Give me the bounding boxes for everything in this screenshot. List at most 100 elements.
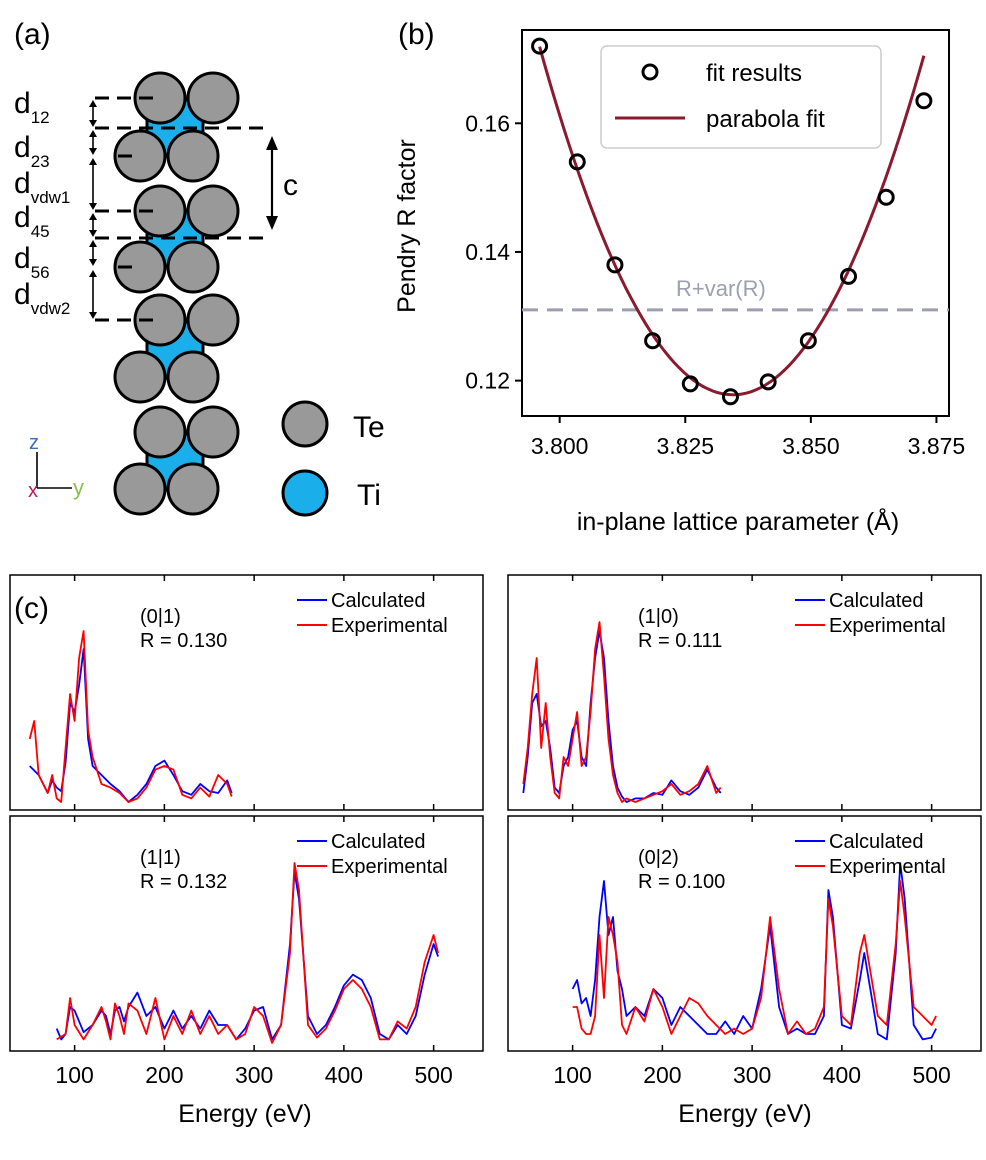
arrow-head	[89, 148, 97, 155]
spectrum-subplot-1: (0|1)R = 0.130 Calculated Experimental	[9, 574, 484, 811]
atom-stack	[95, 71, 270, 516]
te-legend-swatch	[281, 400, 329, 448]
pendry-r-chart: (b) 3.800 3.825 3.850 3.875 0.12 0.14 0.16 R+v…	[393, 18, 965, 536]
experimental-curve	[56, 862, 439, 1044]
arrow-head	[89, 213, 97, 220]
energy-tick-label: 200	[643, 1062, 681, 1088]
r-factor-label: R = 0.132	[140, 871, 227, 893]
r-factor-label: R = 0.130	[140, 630, 227, 652]
fit-result-point	[644, 332, 662, 350]
te-atom	[186, 184, 240, 238]
legend-label-calculated: Calculated	[331, 831, 426, 853]
legend-label-experimental: Experimental	[829, 856, 946, 878]
experimental-curve	[522, 621, 722, 803]
te-atom	[186, 293, 240, 347]
ti-legend-swatch	[281, 469, 329, 517]
fit-result-point	[877, 188, 895, 206]
te-atom	[166, 129, 220, 183]
te-atom	[133, 405, 187, 459]
te-atom	[113, 240, 167, 294]
fit-result-point	[759, 373, 777, 391]
beam-label: (0|1)	[140, 606, 181, 628]
legend-box-b	[600, 45, 882, 149]
x-axis-label-b: in-plane lattice parameter (Å)	[577, 506, 899, 536]
subplot-frame	[9, 815, 484, 1052]
te-atom	[166, 350, 220, 404]
te-atom	[113, 462, 167, 516]
energy-tick-label: 300	[235, 1062, 273, 1088]
subplot-frame	[9, 574, 484, 811]
y-tick-label: 0.16	[465, 110, 510, 136]
arrow-head	[89, 240, 97, 247]
y-tick-label: 0.12	[465, 368, 510, 394]
reference-line-label: R+var(R)	[676, 276, 766, 301]
energy-tick-label: 500	[414, 1062, 452, 1088]
fit-result-point	[606, 256, 624, 274]
beam-label: (1|1)	[140, 847, 181, 869]
energy-tick-label: 100	[55, 1062, 93, 1088]
beam-label: (0|2)	[638, 847, 679, 869]
fit-result-point	[915, 92, 933, 110]
fit-result-point	[840, 267, 858, 285]
calculated-curve	[29, 648, 233, 803]
x-tick-label: 3.875	[908, 433, 966, 459]
arrow-head	[89, 100, 97, 107]
c-dimension: c	[266, 136, 298, 230]
fit-result-point	[681, 375, 699, 393]
beam-label: (1|0)	[638, 606, 679, 628]
energy-tick-label: 200	[145, 1062, 183, 1088]
spectrum-subplot-4: (0|2)R = 0.100 Calculated Experimental	[507, 815, 982, 1052]
legend-label-calculated: Calculated	[829, 831, 924, 853]
spectrum-subplot-3: (1|1)R = 0.132 Calculated Experimental	[9, 815, 484, 1052]
arrow-head	[89, 203, 97, 210]
legend-label-calculated: Calculated	[331, 590, 426, 612]
te-atom	[113, 129, 167, 183]
legend-label-experimental: Experimental	[331, 615, 448, 637]
panel-label-b: (b)	[398, 18, 435, 51]
distance-label-vdw2: dvdw2	[14, 278, 70, 318]
arrow-head	[89, 130, 97, 137]
axis-y-label: y	[73, 475, 84, 500]
energy-tick-label: 400	[325, 1062, 363, 1088]
x-tick-label: 3.800	[531, 433, 589, 459]
legend-label-experimental: Experimental	[331, 856, 448, 878]
plot-frame-b	[521, 29, 950, 417]
axis-x-label: x	[28, 480, 38, 502]
x-tick-label: 3.850	[782, 433, 840, 459]
distance-label-vdw1: dvdw1	[14, 167, 70, 207]
y-tick-label: 0.14	[465, 239, 510, 265]
r-factor-label: R = 0.100	[638, 871, 725, 893]
fit-result-point	[721, 388, 739, 406]
fit-result-point	[531, 37, 549, 55]
te-atom	[113, 350, 167, 404]
element-legend: Te Ti	[281, 400, 385, 517]
distance-label-23: d23	[14, 131, 50, 171]
legend-label-experimental: Experimental	[829, 615, 946, 637]
arrow-head	[89, 230, 97, 237]
r-factor-label: R = 0.111	[638, 630, 722, 652]
distance-label-12: d12	[14, 87, 50, 127]
te-atom	[133, 71, 187, 125]
subplot-frame	[507, 815, 982, 1052]
te-atom	[133, 293, 187, 347]
x-axis-label-left: Energy (eV)	[178, 1100, 311, 1128]
axis-ticks-b: 3.800 3.825 3.850 3.875 0.12 0.14 0.16	[465, 110, 965, 459]
te-atom	[166, 462, 220, 516]
fit-result-point	[799, 332, 817, 350]
spectrum-subplot-2: (1|0)R = 0.111 Calculated Experimental	[507, 574, 982, 811]
distance-label-45: d45	[14, 201, 50, 241]
te-atom	[186, 405, 240, 459]
legend-b: fit results parabola fit	[600, 45, 882, 149]
x-axis-label-right: Energy (eV)	[678, 1100, 811, 1128]
legend-label-fit-results: fit results	[706, 60, 802, 87]
arrow-head	[89, 270, 97, 277]
experimental-curve	[572, 880, 937, 1035]
subplot-frame	[507, 574, 982, 811]
panel-label-a: (a)	[14, 18, 51, 51]
ti-legend-label: Ti	[357, 479, 381, 512]
arrow-head	[89, 158, 97, 165]
